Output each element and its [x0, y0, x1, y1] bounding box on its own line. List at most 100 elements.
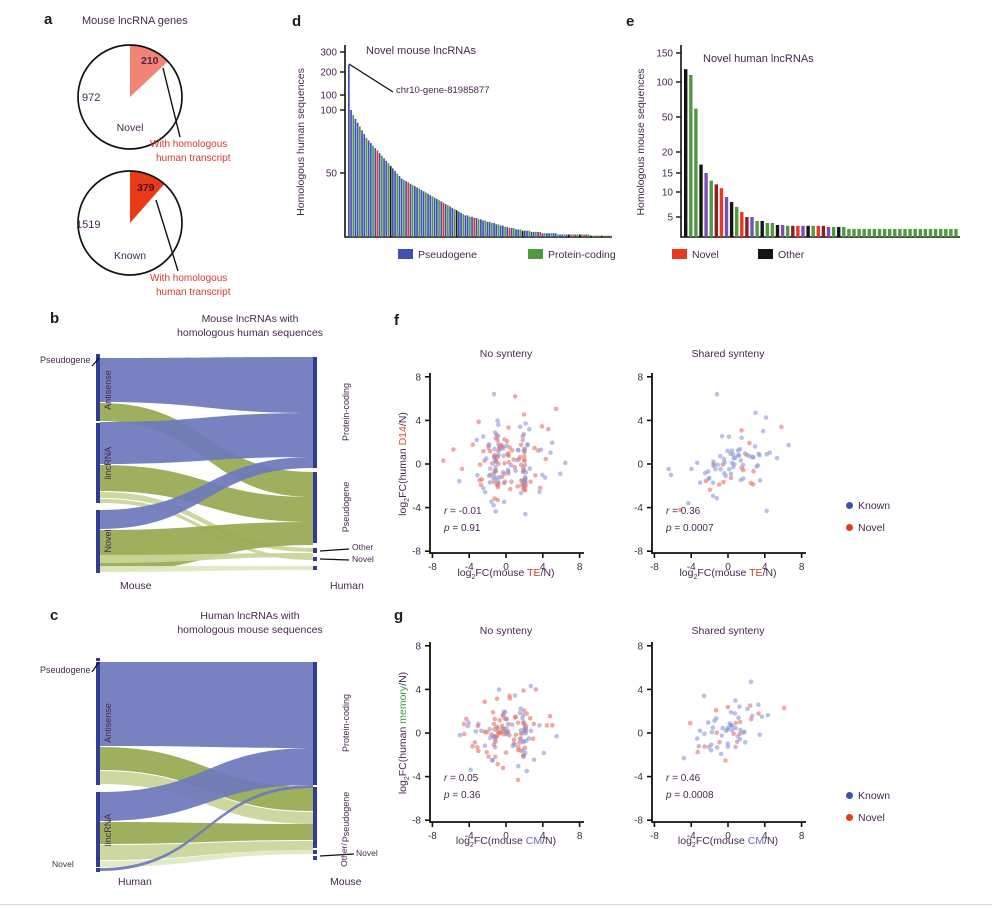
svg-text:4: 4 — [415, 416, 421, 427]
svg-text:-4: -4 — [634, 772, 643, 783]
panel-c-right-node-other: Other/ — [339, 843, 349, 867]
panel-b-right-node-other: Other — [352, 542, 374, 552]
panel-f-plot1-p-value: p = 0.91 — [444, 523, 481, 534]
scatter-g-shared-synteny: 8 4 0 -4 -8 -8 -4 0 4 8 — [634, 641, 806, 842]
panel-label-b: b — [50, 310, 60, 327]
panel-e-title: Novel human lncRNAs — [703, 53, 814, 65]
panel-f-legend-known: Known — [846, 500, 890, 513]
panel-c-title-line2: homologous mouse sequences — [177, 624, 323, 636]
legend-label-novel: Novel — [692, 249, 719, 261]
panel-f-plot1-title: No synteny — [479, 348, 533, 360]
panel-b-source-label: Mouse — [120, 580, 152, 592]
svg-text:-4: -4 — [412, 503, 421, 514]
panel-g-y-axis-label: log2FC(human memory/N) — [397, 671, 411, 795]
panel-g-plot1-title: No synteny — [479, 625, 533, 637]
svg-text:10: 10 — [662, 188, 674, 199]
panel-f-y-axis-label: log2FC(human D14/N) — [397, 412, 411, 516]
svg-text:-4: -4 — [465, 831, 474, 842]
svg-text:0: 0 — [415, 460, 421, 471]
svg-text:4: 4 — [637, 685, 643, 696]
pie-charts — [77, 44, 183, 276]
svg-text:5: 5 — [667, 213, 673, 224]
panel-b-target-label: Human — [330, 580, 364, 592]
panel-b-left-node-pseudogene: Pseudogene — [40, 355, 91, 365]
svg-text:-4: -4 — [412, 772, 421, 783]
other-swatch — [758, 249, 773, 259]
svg-text:0: 0 — [637, 729, 643, 740]
panel-c-title-line1: Human lncRNAs with — [200, 610, 300, 622]
svg-text:8: 8 — [637, 372, 643, 383]
panel-label-e: e — [626, 13, 635, 30]
page-divider — [0, 904, 992, 905]
svg-text:50: 50 — [662, 113, 674, 124]
novel-dot-icon — [846, 524, 853, 531]
svg-text:0: 0 — [415, 729, 421, 740]
svg-text:150: 150 — [656, 49, 673, 60]
svg-text:4: 4 — [762, 562, 768, 573]
svg-text:-8: -8 — [428, 562, 437, 573]
panel-g-plot2-x-axis-label: log2FC(mouse CM/N) — [677, 835, 779, 849]
panel-g-plot1-x-axis-label: log2FC(mouse CM/N) — [455, 835, 557, 849]
legend-item-protein-coding: Protein-coding — [528, 249, 616, 262]
pie-novel-slice-value: 210 — [141, 55, 159, 67]
svg-text:-8: -8 — [412, 547, 421, 558]
protein-coding-swatch — [528, 249, 543, 259]
panel-g-legend-known-label: Known — [858, 790, 891, 802]
svg-text:4: 4 — [540, 831, 546, 842]
panel-label-f: f — [394, 312, 399, 329]
panel-g-plot2-title: Shared synteny — [691, 625, 765, 637]
svg-text:0: 0 — [725, 831, 731, 842]
panel-b-left-node-antisense: Antisense — [103, 370, 113, 410]
novel-dot-icon — [846, 814, 853, 821]
panel-c-left-node-pseudogene: Pseudogene — [40, 665, 91, 675]
panel-g-plot2-r-value: r = 0.46 — [666, 773, 701, 784]
svg-text:100: 100 — [320, 91, 337, 102]
svg-text:8: 8 — [577, 562, 583, 573]
panel-b-right-node-protein-coding: Protein-coding — [341, 382, 351, 442]
svg-text:8: 8 — [415, 641, 421, 652]
svg-text:4: 4 — [762, 831, 768, 842]
panel-e-y-axis-label: Homologous mouse sequences — [635, 68, 647, 216]
pie-novel-callout-line2: human transcript — [156, 153, 231, 164]
svg-text:20: 20 — [662, 148, 674, 159]
panel-c-left-node-novel: Novel — [52, 859, 74, 869]
svg-text:-4: -4 — [687, 562, 696, 573]
panel-f-plot2-p-value: p = 0.0007 — [666, 523, 714, 534]
bar-chart-novel-human: 150 100 50 20 15 10 5 — [656, 45, 960, 238]
svg-text:-8: -8 — [650, 831, 659, 842]
svg-text:0: 0 — [503, 831, 509, 842]
pie-known-callout-line2: human transcript — [156, 287, 231, 298]
svg-text:0: 0 — [637, 460, 643, 471]
panel-b-right-node-novel: Novel — [352, 554, 374, 564]
svg-text:-8: -8 — [650, 562, 659, 573]
panel-f-plot2-r-value: r = 0.36 — [666, 506, 701, 517]
panel-f-legend-novel: Novel — [846, 522, 885, 535]
pie-novel-category: Novel — [116, 122, 144, 134]
svg-text:8: 8 — [799, 562, 805, 573]
panel-label-a: a — [44, 11, 53, 28]
svg-text:0: 0 — [503, 562, 509, 573]
panel-g-legend-known: Known — [846, 790, 891, 803]
panel-g-plot2-p-value: p = 0.0008 — [666, 790, 714, 801]
panel-g-plot1-r-value: r = 0.05 — [444, 773, 479, 784]
svg-text:0: 0 — [725, 562, 731, 573]
panel-label-c: c — [50, 607, 59, 624]
svg-text:8: 8 — [415, 372, 421, 383]
legend-label-protein-coding: Protein-coding — [548, 249, 616, 261]
known-dot-icon — [846, 502, 853, 509]
panel-label-d: d — [292, 13, 302, 30]
panel-b-title-line1: Mouse lncRNAs with — [201, 313, 299, 325]
svg-text:50: 50 — [326, 169, 338, 180]
panel-b-left-node-novel: Novel — [103, 529, 113, 553]
known-dot-icon — [846, 792, 853, 799]
svg-text:8: 8 — [637, 641, 643, 652]
svg-text:-8: -8 — [428, 831, 437, 842]
svg-text:-8: -8 — [634, 547, 643, 558]
svg-text:200: 200 — [320, 68, 337, 79]
panel-b-left-node-lincrna: lincRNA — [103, 446, 113, 480]
svg-text:300: 300 — [320, 48, 337, 59]
svg-text:8: 8 — [577, 831, 583, 842]
pseudogene-swatch — [398, 249, 413, 259]
